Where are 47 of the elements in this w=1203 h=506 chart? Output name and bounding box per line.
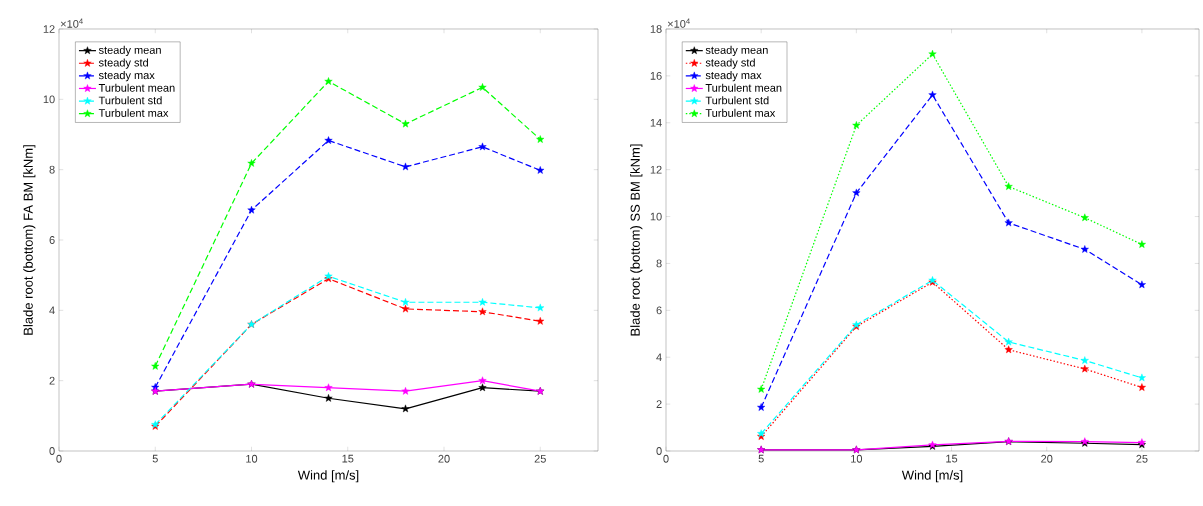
legend-label: steady max	[98, 71, 155, 82]
y-tick-label: 0	[49, 447, 55, 455]
legend-label: Turbulent std	[705, 96, 769, 105]
x-tick-label: 10	[246, 454, 258, 463]
x-tick-label: 20	[1041, 454, 1053, 463]
legend-label: Turbulent max	[98, 108, 169, 117]
x-tick-label: 25	[1136, 454, 1148, 463]
legend-label: Turbulent max	[705, 108, 776, 117]
legend-label: steady mean	[705, 45, 768, 57]
y-tick-label: 6	[49, 236, 55, 244]
x-tick-label: 10	[851, 454, 863, 463]
x-tick-label: 25	[534, 454, 546, 463]
y-tick-label: 12	[650, 165, 662, 174]
y-tick-label: 18	[650, 25, 662, 33]
x-tick-label: 0	[56, 454, 62, 463]
text: ×10$^{4}$	[60, 18, 83, 28]
legend-label: steady std	[705, 58, 755, 69]
x-axis-title: Wind [m/s]	[297, 470, 359, 483]
legend-label: steady std	[98, 58, 148, 69]
x-tick-label: 15	[946, 454, 958, 463]
y-tick-label: 2	[49, 376, 55, 385]
y-tick-label: 2	[656, 400, 662, 408]
x-tick-label: 5	[758, 454, 764, 463]
legend-label: steady mean	[98, 45, 161, 57]
y-tick-label: 10	[43, 95, 55, 104]
y-tick-label: 8	[656, 259, 662, 268]
x-axis-title: Wind [m/s]	[901, 470, 963, 483]
y-tick-label: 10	[650, 212, 662, 221]
x-tick-label: 15	[342, 454, 354, 463]
y-axis-title: Blade root (bottom) FA BM [kNm]	[23, 145, 36, 335]
y-tick-label: 8	[49, 165, 55, 174]
x-tick-label: 0	[663, 454, 669, 463]
legend-label: Turbulent std	[98, 96, 162, 105]
legend-label: steady max	[705, 71, 762, 82]
legend-label: Turbulent mean	[705, 83, 782, 92]
x-tick-label: 20	[438, 454, 450, 463]
y-tick-label: 4	[49, 306, 55, 315]
legend-label: Turbulent mean	[98, 83, 175, 92]
y-tick-label: 4	[656, 353, 662, 362]
y-axis-title: Blade root (bottom) SS BM [kNm]	[630, 144, 643, 336]
y-tick-label: 12	[43, 25, 55, 33]
y-tick-label: 0	[656, 447, 662, 455]
y-tick-label: 6	[656, 306, 662, 315]
y-tick-label: 14	[650, 119, 662, 127]
y-tick-label: 16	[650, 71, 662, 80]
text: ×10$^{4}$	[667, 18, 690, 28]
x-tick-label: 5	[152, 454, 158, 463]
